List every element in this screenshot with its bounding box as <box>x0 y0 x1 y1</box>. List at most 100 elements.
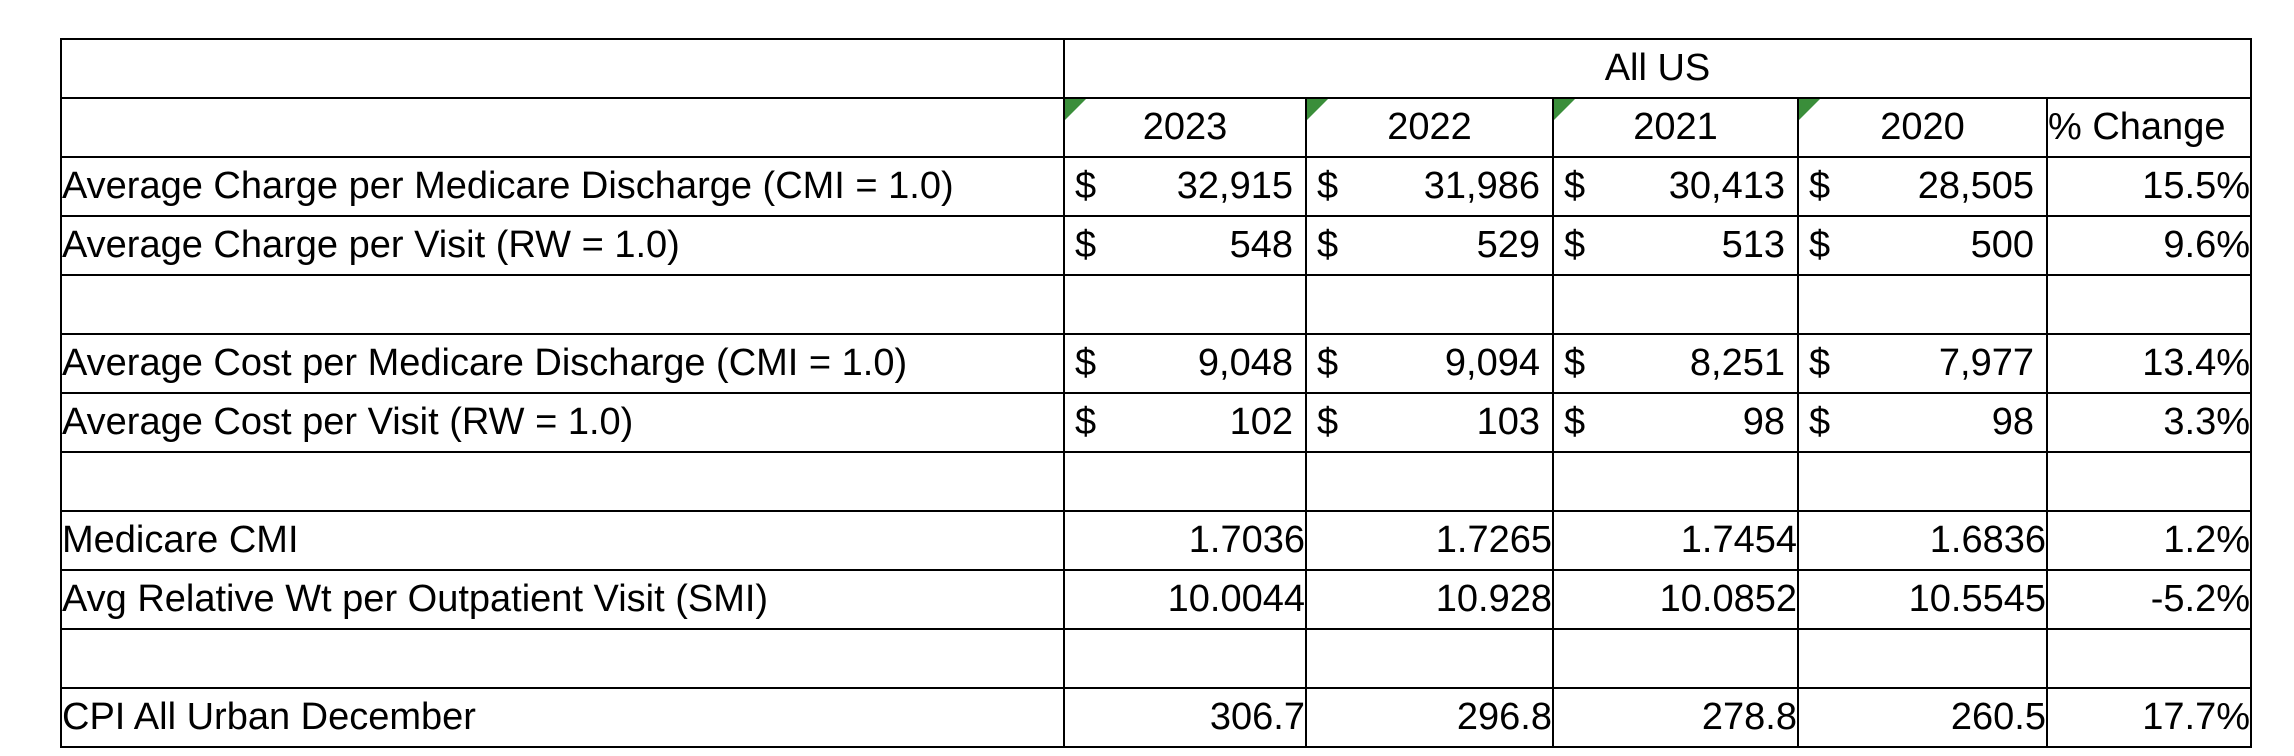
cell-value: 15.5% <box>2142 165 2250 207</box>
corner-empty-cell[interactable] <box>60 38 1065 99</box>
value-cell[interactable]: $513 <box>1552 215 1799 276</box>
value-cell[interactable]: $500 <box>1797 215 2048 276</box>
cell-value: 10.5545 <box>1908 578 2046 620</box>
empty-cell[interactable] <box>1552 274 1799 335</box>
value-cell[interactable]: $9,094 <box>1305 333 1554 394</box>
column-header-2022[interactable]: 2022 <box>1305 97 1554 158</box>
empty-cell[interactable] <box>2046 628 2252 689</box>
cell-value: 98 <box>1991 401 2034 443</box>
dollar-sign: $ <box>1809 224 1831 266</box>
row-label-cell[interactable]: Avg Relative Wt per Outpatient Visit (SM… <box>60 569 1065 630</box>
value-cell[interactable]: 278.8 <box>1552 687 1799 748</box>
empty-cell[interactable] <box>1305 451 1554 512</box>
row-label-cell[interactable]: Average Charge per Medicare Discharge (C… <box>60 156 1065 217</box>
pct-change-cell[interactable]: 13.4% <box>2046 333 2252 394</box>
empty-cell[interactable] <box>60 274 1065 335</box>
value-cell[interactable]: $103 <box>1305 392 1554 453</box>
value-cell[interactable]: 1.6836 <box>1797 510 2048 571</box>
column-header-pct-change[interactable]: % Change <box>2046 97 2252 158</box>
value-cell[interactable]: $98 <box>1797 392 2048 453</box>
empty-cell[interactable] <box>60 451 1065 512</box>
value-cell[interactable]: 1.7265 <box>1305 510 1554 571</box>
cell-value: 32,915 <box>1176 165 1293 207</box>
column-header-label: 2021 <box>1633 106 1718 148</box>
value-cell[interactable]: $7,977 <box>1797 333 2048 394</box>
cell-value: 10.0852 <box>1659 578 1797 620</box>
empty-cell[interactable] <box>1552 451 1799 512</box>
dollar-sign: $ <box>1317 401 1339 443</box>
pct-change-cell[interactable]: 3.3% <box>2046 392 2252 453</box>
row-label-cell[interactable]: Average Charge per Visit (RW = 1.0) <box>60 215 1065 276</box>
value-cell[interactable]: $9,048 <box>1063 333 1307 394</box>
row-label-cell[interactable]: Medicare CMI <box>60 510 1065 571</box>
row-label: Avg Relative Wt per Outpatient Visit (SM… <box>62 578 769 620</box>
dollar-sign: $ <box>1564 401 1586 443</box>
empty-cell[interactable] <box>2046 451 2252 512</box>
empty-cell[interactable] <box>1305 274 1554 335</box>
value-cell[interactable]: $31,986 <box>1305 156 1554 217</box>
cell-value: -5.2% <box>2150 578 2250 620</box>
column-header-2023[interactable]: 2023 <box>1063 97 1307 158</box>
value-cell[interactable]: 1.7454 <box>1552 510 1799 571</box>
cell-value: 17.7% <box>2142 696 2250 738</box>
cell-value: 1.7454 <box>1680 519 1797 561</box>
empty-cell[interactable] <box>60 628 1065 689</box>
empty-cell[interactable] <box>1797 274 2048 335</box>
value-cell[interactable]: 296.8 <box>1305 687 1554 748</box>
value-cell[interactable]: 10.0852 <box>1552 569 1799 630</box>
column-header-2020[interactable]: 2020 <box>1797 97 2048 158</box>
row-label-cell[interactable]: Average Cost per Medicare Discharge (CMI… <box>60 333 1065 394</box>
value-cell[interactable]: $30,413 <box>1552 156 1799 217</box>
cell-value: 30,413 <box>1668 165 1785 207</box>
value-cell[interactable]: $98 <box>1552 392 1799 453</box>
cell-value: 500 <box>1970 224 2034 266</box>
empty-cell[interactable] <box>1063 451 1307 512</box>
value-cell[interactable]: $548 <box>1063 215 1307 276</box>
error-flag-icon <box>1066 100 1086 120</box>
column-header-2021[interactable]: 2021 <box>1552 97 1799 158</box>
empty-cell[interactable] <box>1063 628 1307 689</box>
cell-value: 7,977 <box>1938 342 2034 384</box>
value-cell[interactable]: $8,251 <box>1552 333 1799 394</box>
empty-cell[interactable] <box>1552 628 1799 689</box>
pct-change-cell[interactable]: 9.6% <box>2046 215 2252 276</box>
value-cell[interactable]: $28,505 <box>1797 156 2048 217</box>
region-header-cell[interactable]: All US <box>1063 38 2252 99</box>
empty-cell[interactable] <box>1305 628 1554 689</box>
dollar-sign: $ <box>1809 165 1831 207</box>
empty-cell[interactable] <box>1063 274 1307 335</box>
value-cell[interactable]: 260.5 <box>1797 687 2048 748</box>
table-row: Average Cost per Medicare Discharge (CMI… <box>60 333 2252 394</box>
empty-cell[interactable] <box>1797 628 2048 689</box>
value-cell[interactable]: 10.5545 <box>1797 569 2048 630</box>
column-header-label: 2023 <box>1142 106 1228 148</box>
value-cell[interactable]: 10.928 <box>1305 569 1554 630</box>
value-cell[interactable]: $32,915 <box>1063 156 1307 217</box>
pct-change-cell[interactable]: -5.2% <box>2046 569 2252 630</box>
value-cell[interactable]: $102 <box>1063 392 1307 453</box>
value-cell[interactable]: $529 <box>1305 215 1554 276</box>
row-label-cell[interactable]: CPI All Urban December <box>60 687 1065 748</box>
cell-value: 102 <box>1229 401 1293 443</box>
value-cell[interactable]: 1.7036 <box>1063 510 1307 571</box>
row-label: Average Charge per Visit (RW = 1.0) <box>62 224 680 266</box>
row-label-cell[interactable]: Average Cost per Visit (RW = 1.0) <box>60 392 1065 453</box>
dollar-sign: $ <box>1809 342 1831 384</box>
pct-change-cell[interactable]: 1.2% <box>2046 510 2252 571</box>
cell-value: 548 <box>1229 224 1293 266</box>
dollar-sign: $ <box>1564 224 1586 266</box>
header-empty-cell[interactable] <box>60 97 1065 158</box>
dollar-sign: $ <box>1075 224 1097 266</box>
value-cell[interactable]: 10.0044 <box>1063 569 1307 630</box>
table-row: Average Cost per Visit (RW = 1.0) $102 $… <box>60 392 2252 453</box>
data-table: All US 2023 2022 2021 2020 % Ch <box>60 38 2252 748</box>
row-label: Average Cost per Medicare Discharge (CMI… <box>62 342 908 384</box>
pct-change-cell[interactable]: 17.7% <box>2046 687 2252 748</box>
cell-value: 1.7265 <box>1435 519 1552 561</box>
pct-change-cell[interactable]: 15.5% <box>2046 156 2252 217</box>
value-cell[interactable]: 306.7 <box>1063 687 1307 748</box>
empty-cell[interactable] <box>2046 274 2252 335</box>
empty-cell[interactable] <box>1797 451 2048 512</box>
dollar-sign: $ <box>1809 401 1831 443</box>
